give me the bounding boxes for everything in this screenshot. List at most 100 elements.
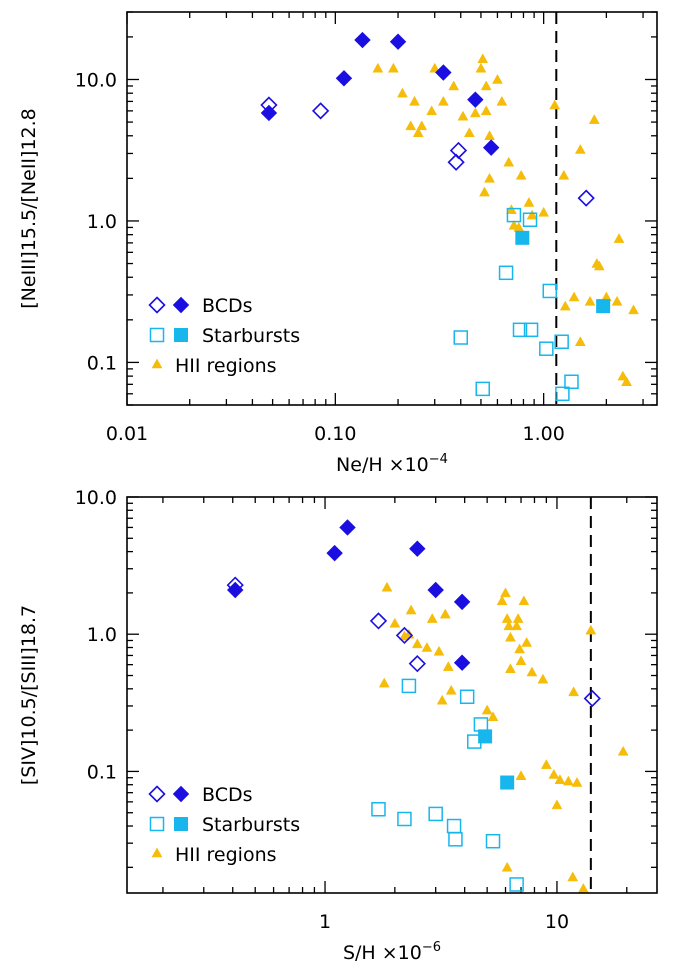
hii-region-point [621,376,632,387]
starburst-filled-point [478,729,493,744]
hii-region-point [397,87,408,98]
x-tick-label: 1 [319,911,331,933]
hii-region-point [559,300,571,311]
hii-region-point [500,587,511,598]
hii-region-point [574,336,586,346]
hii-region-point [588,114,600,124]
bottom-y-tick-labels: 0.1 1.0 10.0 [75,487,117,783]
bcd-filled-point [435,64,452,81]
legend-starburst-filled-marker [174,328,188,342]
bcd-open-point [583,689,601,708]
bottom-legend-starbursts: Starbursts [202,814,300,836]
hii-region-point [484,172,495,183]
bottom-legend-hii-marker [151,847,163,858]
bottom-panel-points [226,519,629,893]
hii-region-point [584,295,596,306]
starburst-open-point [401,678,417,694]
hii-region-point [477,53,489,64]
legend-starburst-open-marker [149,327,165,343]
hii-region-point [537,673,549,684]
hii-region-point [617,745,629,756]
legend-hii-marker [151,847,163,858]
hii-region-point [372,62,384,73]
hii-region-point [437,95,449,106]
starburst-open-point [473,717,489,732]
hii-region-point [492,73,503,84]
hii-region-point [412,127,424,138]
hii-region-point [475,62,487,73]
top-legend-hii: HII regions [175,355,277,377]
hii-region-point [457,110,469,121]
bcd-open-point [577,189,595,207]
starburst-open-point [448,832,463,847]
hii-region-point [515,655,527,666]
bcd-open-point [395,626,414,645]
legend-hii-marker [151,358,163,369]
y-tick-label: 0.1 [87,352,117,374]
hii-region-point [448,80,460,91]
starburst-open-point [554,334,569,349]
bcd-open-point [311,102,330,120]
starburst-open-point [397,811,412,827]
top-x-tick-labels: 0.01 0.10 1.00 [106,423,565,445]
hii-region-point [515,169,527,180]
hii-region-point [521,636,533,647]
legend-starburst-open-marker [149,816,165,832]
starburst-filled-point [500,775,515,790]
top-panel-points [260,31,639,402]
hii-region-point [512,613,524,623]
bottom-x-tick-labels: 1 10 [319,911,569,933]
bottom-panel: 1 10 0.1 1.0 10.0 S/H ×10−6 [SIV]10.5/[SIII… [18,487,658,964]
legend-starburst-filled-marker [174,817,188,831]
hii-region-point [526,666,538,677]
bcd-filled-point [354,31,371,49]
top-x-axis-label: Ne/H ×10−4 [336,452,448,476]
hii-region-point [381,581,393,592]
hii-region-point [409,95,420,106]
hii-region-point [617,370,629,381]
hii-region-point [574,143,586,154]
hii-region-point [526,209,538,220]
hii-region-point [426,613,438,623]
hii-region-point [405,604,417,615]
hii-region-point [411,638,423,649]
hii-region-point [484,130,495,141]
hii-region-point [496,95,508,106]
bcd-filled-point [389,33,407,50]
bcd-filled-point [467,91,484,108]
hii-region-point [442,661,454,671]
hii-region-point [518,595,530,606]
starburst-open-point [523,322,539,338]
top-legend-starbursts: Starbursts [202,325,300,347]
bcd-filled-point [453,654,471,671]
starburst-open-point [506,207,522,223]
bcd-filled-point [427,581,444,599]
hii-region-point [558,169,570,180]
starburst-open-point [446,818,462,834]
hii-region-point [480,105,492,116]
top-panel-ticks [126,11,657,406]
hii-region-point [469,107,481,118]
top-panel: 0.01 0.10 1.00 0.1 1.0 10.0 Ne/H ×10−4 [NeII… [18,11,658,476]
x-tick-label: 1.00 [522,423,564,445]
top-legend-bcd-markers [148,296,190,314]
starburst-open-point [542,283,558,299]
hii-region-point [421,641,433,652]
hii-region-point [496,595,508,606]
bottom-legend-bcd-markers [148,785,190,803]
starburst-open-point [555,386,570,402]
x-tick-label: 10 [545,911,569,933]
bcd-open-point [447,153,465,171]
hii-region-point [389,617,401,628]
starburst-filled-point [596,299,611,314]
y-tick-label: 10.0 [75,487,117,509]
hii-region-point [463,127,475,138]
top-y-axis-label: [NeIII]15.5/[NeII]12.8 [18,108,40,308]
hii-region-point [479,186,490,197]
x-tick-label: 0.01 [106,423,148,445]
starburst-open-point [512,322,528,338]
hii-region-point [577,883,589,893]
hii-region-point [445,684,457,695]
hii-region-point [613,233,625,243]
top-legend: BCDs Starbursts HII regions [148,295,300,377]
